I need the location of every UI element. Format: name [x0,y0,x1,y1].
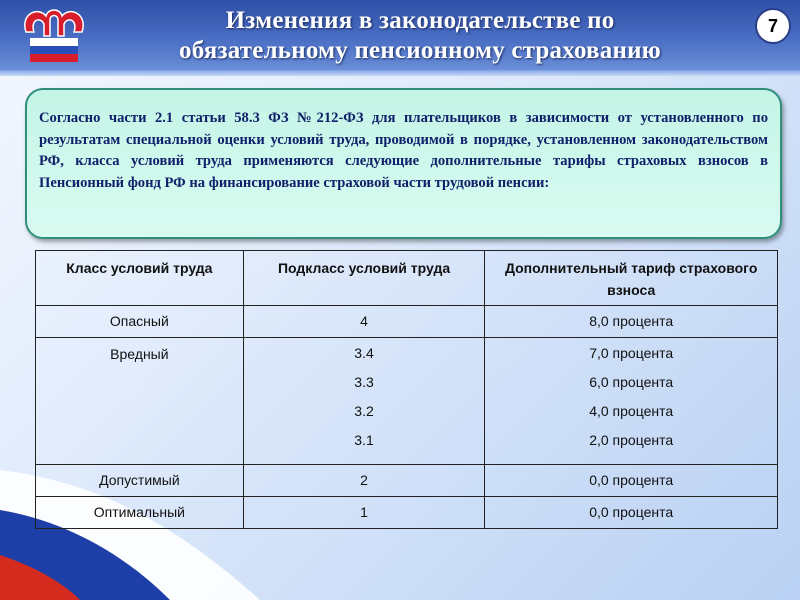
subclass-value: 3.4 [354,345,374,361]
tariff-value: 4,0 процента [589,403,674,419]
info-callout: Согласно части 2.1 статьи 58.3 ФЗ №212-Ф… [25,88,782,239]
class-cell: Вредный [35,337,244,465]
title-line-2: обязательному пенсионному страхованию [179,37,661,64]
class-cell: Допустимый [35,464,244,497]
table-row: Вредный 3.4 3.3 3.2 3.1 7,0 процента 6,0… [35,337,778,465]
page-number: 7 [755,8,791,44]
table-row: Оптимальный 1 0,0 процента [35,496,778,529]
subclass-cell: 1 [242,496,486,529]
tariff-cell: 0,0 процента [484,496,778,529]
info-text: Согласно части 2.1 статьи 58.3 ФЗ №212-Ф… [39,110,768,191]
pfr-logo-icon [24,9,84,62]
table-row: Допустимый 2 0,0 процента [35,464,778,497]
table-header-row: Класс условий труда Подкласс условий тру… [35,250,778,306]
table-row: Опасный 4 8,0 процента [35,305,778,338]
subclass-value: 3.1 [354,432,374,448]
title-line-1: Изменения в законодательстве по [225,7,615,34]
tariff-value: 7,0 процента [589,345,674,361]
tariff-cell: 0,0 процента [484,464,778,497]
tariff-cell: 7,0 процента 6,0 процента 4,0 процента 2… [484,337,778,465]
tariff-cell: 8,0 процента [484,305,778,338]
tariff-table: Класс условий труда Подкласс условий тру… [35,250,778,529]
tariff-value: 6,0 процента [589,374,674,390]
subclass-cell: 3.4 3.3 3.2 3.1 [242,337,486,465]
subclass-value: 3.2 [354,403,374,419]
tariff-value: 2,0 процента [589,432,674,448]
column-header: Дополнительный тариф страхового взноса [484,250,778,306]
header-divider [0,70,800,76]
slide-header [0,0,800,72]
column-header: Подкласс условий труда [242,250,486,306]
column-header: Класс условий труда [35,250,244,306]
slide-title: Изменения в законодательстве по обязател… [110,6,730,66]
class-cell: Опасный [35,305,244,338]
class-cell: Оптимальный [35,496,244,529]
subclass-cell: 4 [242,305,486,338]
subclass-value: 3.3 [354,374,374,390]
subclass-cell: 2 [242,464,486,497]
